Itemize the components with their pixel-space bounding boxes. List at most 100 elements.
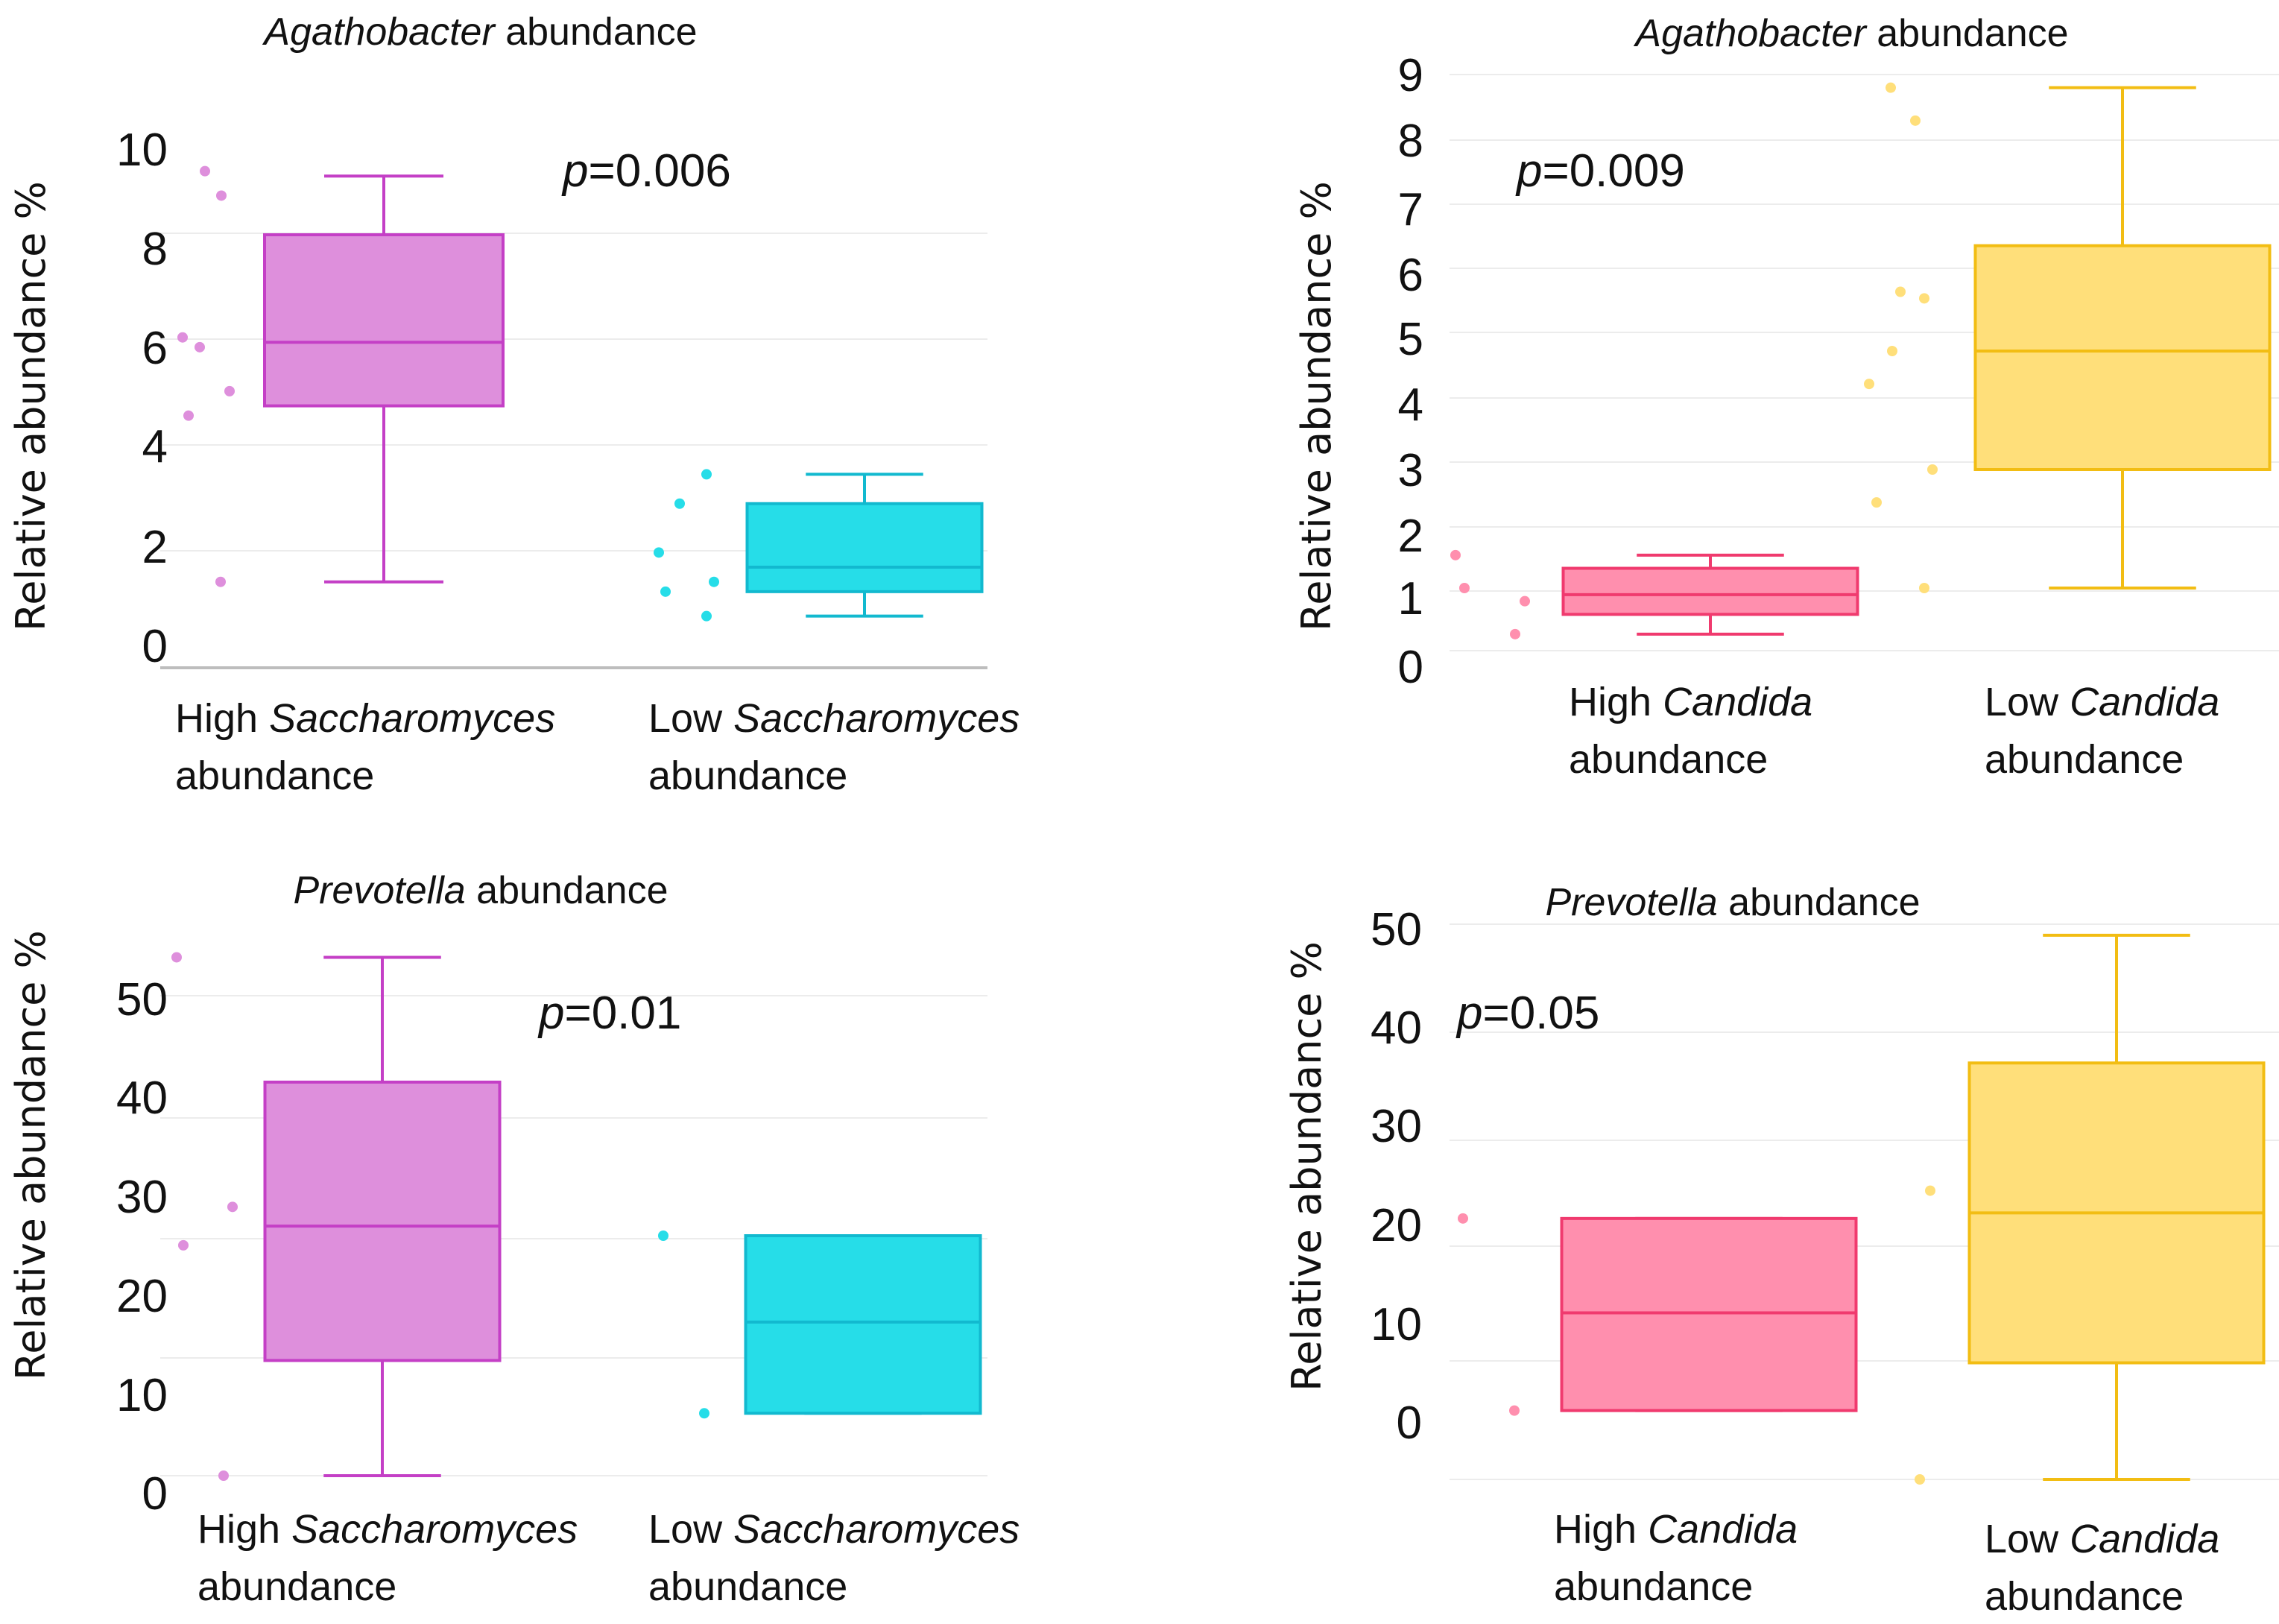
- y-tick-2-0: 0: [1398, 642, 1423, 693]
- p1-g1-point-4: [660, 586, 671, 597]
- y-tick-2-1: 1: [1398, 573, 1423, 625]
- p3-g1-point-0: [658, 1230, 668, 1241]
- p1-g0-point-0: [200, 165, 210, 177]
- y-tick-labels-4: 0 10 20 30 40 50: [1371, 904, 1422, 1449]
- p2-g1-iqr-box: [1973, 244, 2272, 471]
- p4-g1-point-1: [1915, 1474, 1925, 1485]
- p1-g0-point-4: [224, 385, 235, 396]
- p1-g0-point-1: [216, 190, 227, 201]
- p4-g0-iqr-box: [1560, 1216, 1858, 1412]
- x-category-1-1: Low Saccharomyces abundance: [648, 696, 1020, 798]
- p2-g0-point-2: [1520, 595, 1530, 607]
- p-value-4: p=0.05: [1455, 988, 1599, 1039]
- p1-g1-point-5: [701, 610, 712, 622]
- y-tick-1-4: 4: [142, 421, 168, 473]
- y-tick-3-20: 20: [116, 1271, 168, 1322]
- p2-g1-point-5: [1864, 379, 1874, 390]
- y-tick-1-10: 10: [116, 124, 168, 176]
- y-tick-4-0: 0: [1397, 1397, 1422, 1449]
- y-axis-label-3: Relative abundance %: [7, 930, 54, 1380]
- p4-g1-point-0: [1925, 1185, 1935, 1196]
- p1-g1-point-0: [701, 469, 712, 480]
- y-axis-label-4: Relative abundance %: [1283, 941, 1330, 1391]
- y-tick-3-30: 30: [116, 1172, 168, 1223]
- chart-title-4: Prevotella abundance: [1545, 881, 1920, 924]
- y-tick-4-50: 50: [1371, 904, 1422, 955]
- p1-g1-point-1: [674, 498, 685, 509]
- x-category-3-0: High Saccharomyces abundance: [197, 1507, 578, 1609]
- p1-g1-point-3: [709, 576, 719, 587]
- p2-g1-point-2: [1895, 286, 1906, 297]
- x-category-4-1: Low Candida abundance: [1985, 1517, 2219, 1619]
- p3-g0-point-2: [178, 1239, 189, 1251]
- y-tick-labels-1: 0 2 4 6 8 10: [116, 124, 168, 672]
- y-tick-2-8: 8: [1398, 116, 1423, 167]
- y-tick-3-0: 0: [142, 1468, 168, 1520]
- p3-g0-point-1: [227, 1201, 238, 1213]
- p-value-3: p=0.01: [537, 988, 681, 1039]
- y-tick-2-2: 2: [1398, 511, 1423, 562]
- box-marks-1: [177, 165, 984, 622]
- box-marks-2: [1450, 82, 2272, 639]
- p1-g1-iqr-box: [745, 502, 984, 593]
- y-tick-4-40: 40: [1371, 1002, 1422, 1054]
- p1-g0-point-6: [215, 576, 226, 587]
- y-tick-3-50: 50: [116, 974, 168, 1026]
- p2-g0-point-3: [1510, 628, 1520, 639]
- p2-g0-point-1: [1459, 583, 1470, 593]
- p2-g1-point-7: [1871, 497, 1882, 508]
- x-category-1-0: High Saccharomyces abundance: [175, 696, 555, 798]
- chart-title-2: Agathobacter abundance: [1633, 12, 2068, 55]
- panel-1: Agathobacter abundance Relative abundanc…: [7, 10, 1020, 798]
- box-marks-3: [171, 952, 982, 1481]
- p2-g1-point-0: [1886, 82, 1896, 93]
- p2-g0-iqr-box: [1561, 566, 1859, 616]
- p1-g0-iqr-box: [263, 233, 505, 408]
- y-tick-labels-2: 0 1 2 3 4 5 6 7 8 9: [1398, 50, 1423, 693]
- y-axis-label-2: Relative abundance %: [1293, 181, 1340, 631]
- y-tick-4-20: 20: [1371, 1200, 1422, 1251]
- p-value-2: p=0.009: [1515, 145, 1685, 197]
- p1-g0-point-2: [177, 332, 188, 343]
- y-tick-1-2: 2: [142, 522, 168, 573]
- p1-g0-point-3: [195, 341, 205, 353]
- p2-g1-point-1: [1910, 115, 1921, 126]
- p2-g0-point-0: [1450, 549, 1461, 560]
- p-value-1: p=0.006: [561, 145, 731, 197]
- y-tick-4-30: 30: [1371, 1101, 1422, 1152]
- chart-title-1: Agathobacter abundance: [262, 10, 697, 54]
- y-tick-3-40: 40: [116, 1072, 168, 1124]
- x-category-2-0: High Candida abundance: [1569, 680, 1812, 782]
- x-category-2-1: Low Candida abundance: [1985, 680, 2219, 782]
- y-axis-label-1: Relative abundance %: [7, 181, 54, 631]
- y-tick-2-4: 4: [1398, 379, 1423, 431]
- y-tick-2-5: 5: [1398, 314, 1423, 365]
- panel-3: Prevotella abundance Relative abundance …: [7, 869, 1020, 1609]
- y-tick-4-10: 10: [1371, 1299, 1422, 1350]
- p1-g1-point-2: [654, 547, 664, 558]
- y-tick-3-10: 10: [116, 1370, 168, 1421]
- y-tick-1-0: 0: [142, 621, 168, 672]
- p2-g1-point-4: [1887, 346, 1897, 356]
- p4-g0-point-0: [1458, 1213, 1468, 1224]
- y-tick-1-6: 6: [142, 323, 168, 374]
- p2-g1-point-6: [1927, 464, 1938, 475]
- x-category-3-1: Low Saccharomyces abundance: [648, 1507, 1020, 1609]
- x-category-4-0: High Candida abundance: [1554, 1507, 1798, 1609]
- p2-g1-point-8: [1919, 583, 1929, 593]
- p3-g0-iqr-box: [263, 1080, 502, 1362]
- box-marks-4: [1458, 933, 2266, 1485]
- y-tick-1-8: 8: [142, 224, 168, 275]
- y-tick-2-9: 9: [1398, 50, 1423, 101]
- p1-g0-point-5: [183, 410, 194, 421]
- p3-g0-point-3: [218, 1470, 229, 1481]
- panel-2: Agathobacter abundance Relative abundanc…: [1293, 12, 2279, 782]
- y-tick-2-6: 6: [1398, 250, 1423, 301]
- chart-title-3: Prevotella abundance: [293, 869, 668, 912]
- p3-g0-point-0: [171, 952, 182, 963]
- y-tick-2-3: 3: [1398, 445, 1423, 496]
- p2-g1-point-3: [1919, 293, 1929, 304]
- p3-g1-iqr-box: [744, 1234, 982, 1415]
- y-tick-2-7: 7: [1398, 184, 1423, 236]
